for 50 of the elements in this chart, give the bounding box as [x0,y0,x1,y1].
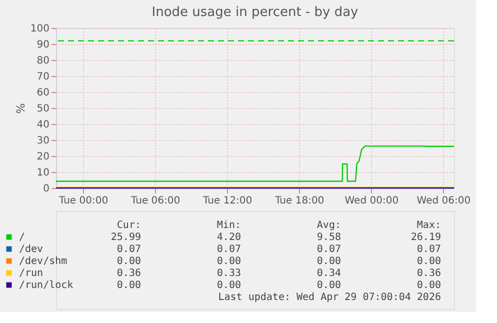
text: Last update: Wed Apr 29 07:00:04 2026 [218,292,441,303]
text: 4.20 [216,232,241,243]
text: 0.07 [316,244,341,255]
text: Max: [416,220,441,231]
y-tick-label: 10 [36,168,50,178]
y-tick-label: 0 [43,184,50,194]
y-axis-title: % [14,103,28,114]
legend-label: /dev [19,244,44,255]
y-tick-label: 90 [36,40,50,50]
text: 0.07 [216,244,241,255]
y-tick-label: 100 [30,24,50,34]
text: 0.00 [216,256,241,267]
text: 0.00 [416,280,441,291]
y-tick-label: 30 [36,136,50,146]
x-tick-label: Wed 00:00 [344,196,399,206]
legend-label: / [19,232,26,243]
text: 26.19 [410,232,441,243]
y-tick-label: 50 [36,104,50,114]
text: 25.99 [110,232,141,243]
chart-title: Inode usage in percent - by day [152,5,359,20]
y-tick-label: 60 [36,88,50,98]
text: 0.36 [416,268,441,279]
x-tick-label: Tue 18:00 [274,196,324,206]
y-tick-label: 80 [36,56,50,66]
x-tick-label: Tue 00:00 [58,196,108,206]
text: 0.34 [316,268,341,279]
x-tick-label: Tue 06:00 [130,196,180,206]
text: 0.00 [316,280,341,291]
y-tick-label: 20 [36,152,50,162]
text: 0.07 [416,244,441,255]
text: 0.00 [416,256,441,267]
line-series [55,145,455,182]
text: 0.00 [216,280,241,291]
text: 9.58 [316,232,341,243]
x-tick-label: Wed 06:00 [416,196,471,206]
text: Cur: [116,220,141,231]
y-tick-label: 70 [36,72,50,82]
y-tick-label: 40 [36,120,50,130]
text: 0.00 [316,256,341,267]
text: 0.00 [116,256,141,267]
x-tick-label: Tue 12:00 [202,196,252,206]
text: Min: [216,220,241,231]
legend-label: /run/lock [19,280,74,291]
text: 0.33 [216,268,241,279]
text: 0.00 [116,280,141,291]
legend-label: /run [19,268,44,279]
text: Avg: [316,220,341,231]
legend-label: /dev/shm [19,256,68,267]
text: 0.36 [116,268,141,279]
text: 0.07 [116,244,141,255]
